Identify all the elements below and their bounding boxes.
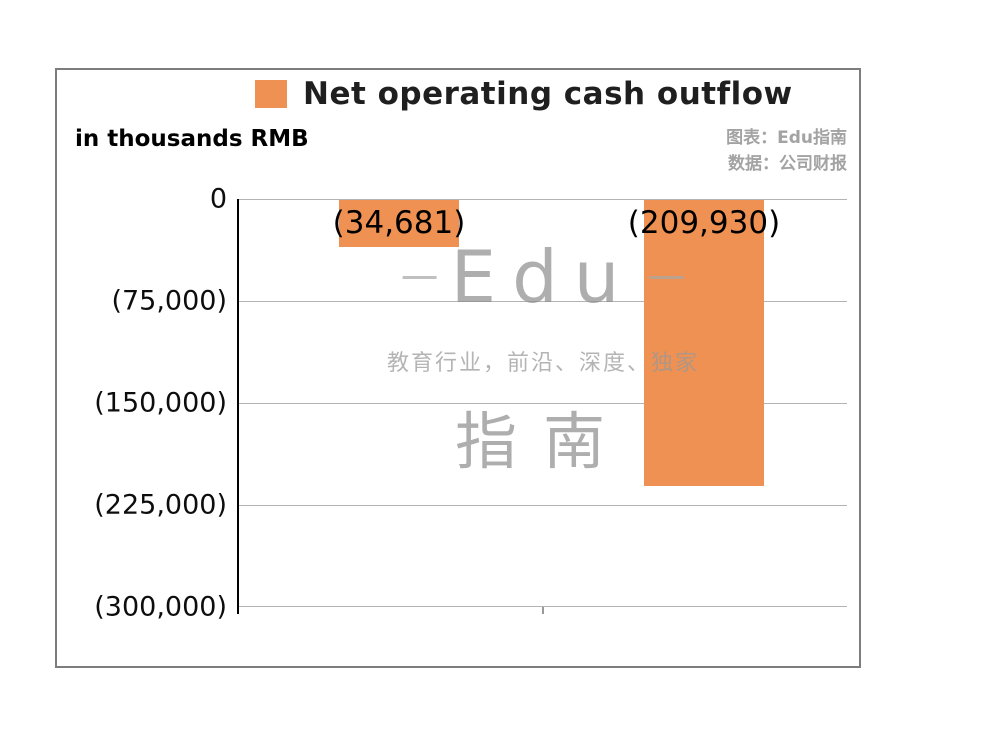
watermark-brand-cn: 指南 [454, 405, 632, 478]
gridline-225000 [239, 505, 847, 506]
gridline-75000 [239, 301, 847, 302]
y-tick-label: 0 [209, 183, 227, 215]
bar-2023-q3 [644, 200, 764, 486]
x-axis-tick [542, 607, 544, 614]
watermark-brand-text: Edu [450, 235, 636, 319]
x-axis-tick [237, 607, 239, 614]
gridline-0 [239, 199, 847, 200]
legend: Net operating cash outflow [255, 76, 793, 112]
y-tick-label: (75,000) [111, 285, 227, 317]
chart-title: Net operating cash outflow [303, 76, 793, 112]
y-tick-label: (150,000) [94, 387, 227, 419]
legend-swatch [255, 80, 287, 108]
gridline-300000 [239, 606, 847, 607]
chart-frame: Net operating cash outflow in thousands … [55, 68, 861, 668]
watermark-line-left [402, 275, 437, 279]
y-tick-label: (300,000) [94, 591, 227, 623]
bar-2022-q3 [339, 200, 459, 248]
y-tick-label: (225,000) [94, 489, 227, 521]
unit-label: in thousands RMB [75, 126, 309, 152]
source-credit: 图表：Edu指南 数据：公司财报 [726, 126, 847, 177]
bar-value-label: (209,930) [627, 205, 781, 241]
gridline-150000 [239, 403, 847, 404]
source-line-data: 数据：公司财报 [728, 153, 847, 174]
plot-area: 0 (75,000) (150,000) (225,000) (300,000)… [94, 184, 847, 623]
source-line-chart: 图表：Edu指南 [726, 128, 847, 148]
bar-value-label: (34,681) [332, 205, 466, 241]
